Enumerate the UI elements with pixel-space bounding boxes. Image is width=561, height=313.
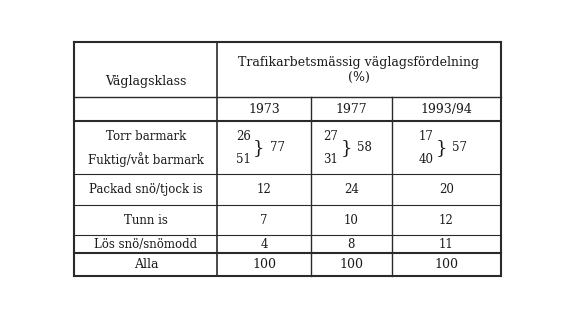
Text: 24: 24 (344, 183, 359, 196)
Text: }: } (341, 139, 352, 156)
Text: 57: 57 (452, 141, 467, 154)
Text: 100: 100 (434, 258, 458, 271)
Text: 31: 31 (324, 153, 338, 166)
Text: Lös snö/snömodd: Lös snö/snömodd (94, 238, 197, 250)
Text: 1973: 1973 (248, 102, 280, 115)
Text: Trafikarbetsmässig väglagsfördelning
(%): Trafikarbetsmässig väglagsfördelning (%) (238, 56, 480, 84)
Text: 26: 26 (236, 130, 251, 142)
Text: 40: 40 (418, 153, 433, 166)
Text: 12: 12 (439, 213, 454, 227)
Text: 100: 100 (339, 258, 364, 271)
Text: Tunn is: Tunn is (124, 213, 168, 227)
Text: 51: 51 (236, 153, 251, 166)
Text: 20: 20 (439, 183, 454, 196)
Text: }: } (435, 139, 447, 156)
Text: 58: 58 (357, 141, 372, 154)
Text: Väglagsklass: Väglagsklass (105, 75, 186, 88)
Text: Packad snö/tjock is: Packad snö/tjock is (89, 183, 203, 196)
Text: Torr barmark: Torr barmark (105, 130, 186, 142)
Text: 1977: 1977 (335, 102, 367, 115)
Text: 27: 27 (324, 130, 338, 142)
Text: 12: 12 (257, 183, 272, 196)
Text: 17: 17 (419, 130, 433, 142)
Text: }: } (253, 139, 265, 156)
Text: Alla: Alla (134, 258, 158, 271)
Text: Fuktig/våt barmark: Fuktig/våt barmark (88, 152, 204, 167)
Text: 7: 7 (260, 213, 268, 227)
Text: 77: 77 (270, 141, 285, 154)
Text: 10: 10 (344, 213, 359, 227)
Text: 100: 100 (252, 258, 276, 271)
Text: 4: 4 (260, 238, 268, 250)
Text: 8: 8 (348, 238, 355, 250)
Text: 11: 11 (439, 238, 454, 250)
Text: 1993/94: 1993/94 (420, 102, 472, 115)
